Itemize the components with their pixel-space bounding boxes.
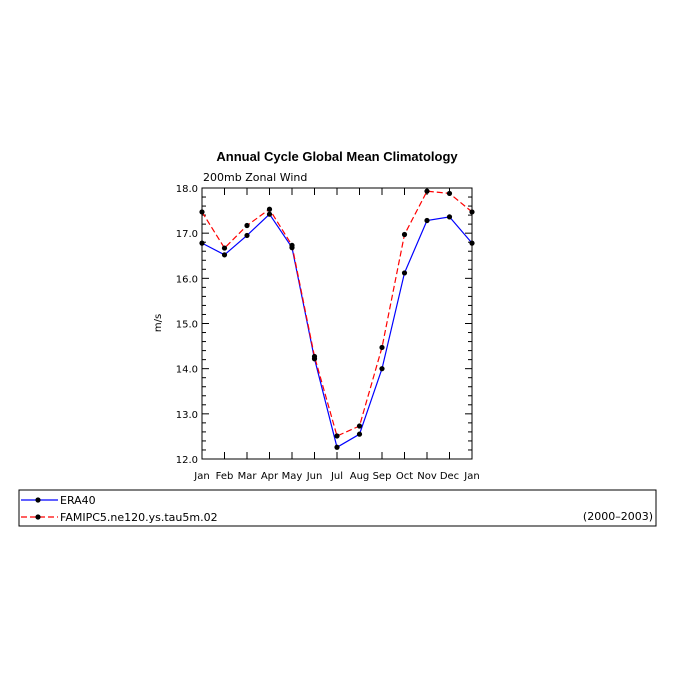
legend-marker: [35, 514, 41, 520]
x-tick-label: Jan: [193, 471, 209, 482]
data-point: [266, 211, 273, 217]
data-point: [221, 252, 228, 258]
legend-label: FAMIPC5.ne120.ys.tau5m.02: [60, 511, 218, 524]
x-tick-label: Oct: [396, 471, 413, 482]
x-tick-label: Sep: [373, 471, 392, 482]
data-point: [266, 206, 273, 212]
data-point: [379, 344, 385, 351]
data-point: [356, 431, 363, 437]
y-tick-label: 12.0: [176, 455, 198, 466]
data-point: [289, 242, 295, 248]
data-point: [469, 240, 475, 246]
y-tick-label: 17.0: [176, 229, 198, 240]
chart-subtitle: 200mb Zonal Wind: [203, 171, 307, 184]
legend-marker: [35, 497, 41, 503]
data-point: [334, 433, 340, 439]
data-point: [221, 245, 228, 251]
data-point: [446, 190, 453, 197]
data-point: [199, 240, 205, 246]
x-tick-label: Feb: [216, 471, 234, 482]
data-point: [311, 353, 318, 360]
x-tick-label: Dec: [440, 471, 459, 482]
series-line-era40: [201, 213, 473, 449]
data-point: [424, 188, 430, 194]
data-point: [469, 209, 475, 215]
y-axis-label: m/s: [153, 314, 164, 332]
data-point: [379, 366, 385, 372]
x-tick-label: Mar: [238, 471, 258, 482]
series-markers: [199, 188, 475, 450]
legend-note: (2000–2003): [583, 510, 653, 523]
legend-box: [18, 489, 657, 527]
x-tick-label: Aug: [350, 471, 370, 482]
data-point: [199, 209, 205, 215]
legend: ERA40 FAMIPC5.ne120.ys.tau5m.02: [21, 494, 218, 524]
data-point: [356, 423, 363, 429]
data-point: [401, 231, 408, 238]
y-tick-label: 13.0: [176, 410, 198, 421]
data-point: [334, 444, 340, 450]
series-lines: [201, 190, 473, 449]
chart-title: Annual Cycle Global Mean Climatology: [216, 149, 458, 164]
legend-label: ERA40: [60, 494, 96, 507]
axis-ticks: 12.0 13.0 14.0 15.0 16.0 17.0 18.0 Jan Feb Mar Apr…: [176, 184, 480, 482]
x-tick-label: Nov: [417, 471, 437, 482]
series-line-famipc5: [201, 190, 473, 437]
data-point: [424, 217, 430, 224]
y-tick-label: 16.0: [176, 274, 198, 285]
data-point: [401, 270, 408, 276]
x-tick-label: Jul: [330, 471, 343, 482]
y-tick-label: 18.0: [176, 184, 198, 195]
x-tick-label: May: [282, 471, 303, 482]
x-tick-label: Apr: [261, 471, 279, 482]
data-point: [244, 222, 250, 229]
y-tick-label: 15.0: [176, 320, 198, 331]
x-tick-label: Jun: [306, 471, 323, 482]
plot-frame: [201, 187, 473, 460]
data-point: [244, 232, 250, 239]
y-tick-label: 14.0: [176, 365, 198, 376]
data-point: [446, 214, 453, 220]
x-tick-label: Jan: [463, 471, 479, 482]
